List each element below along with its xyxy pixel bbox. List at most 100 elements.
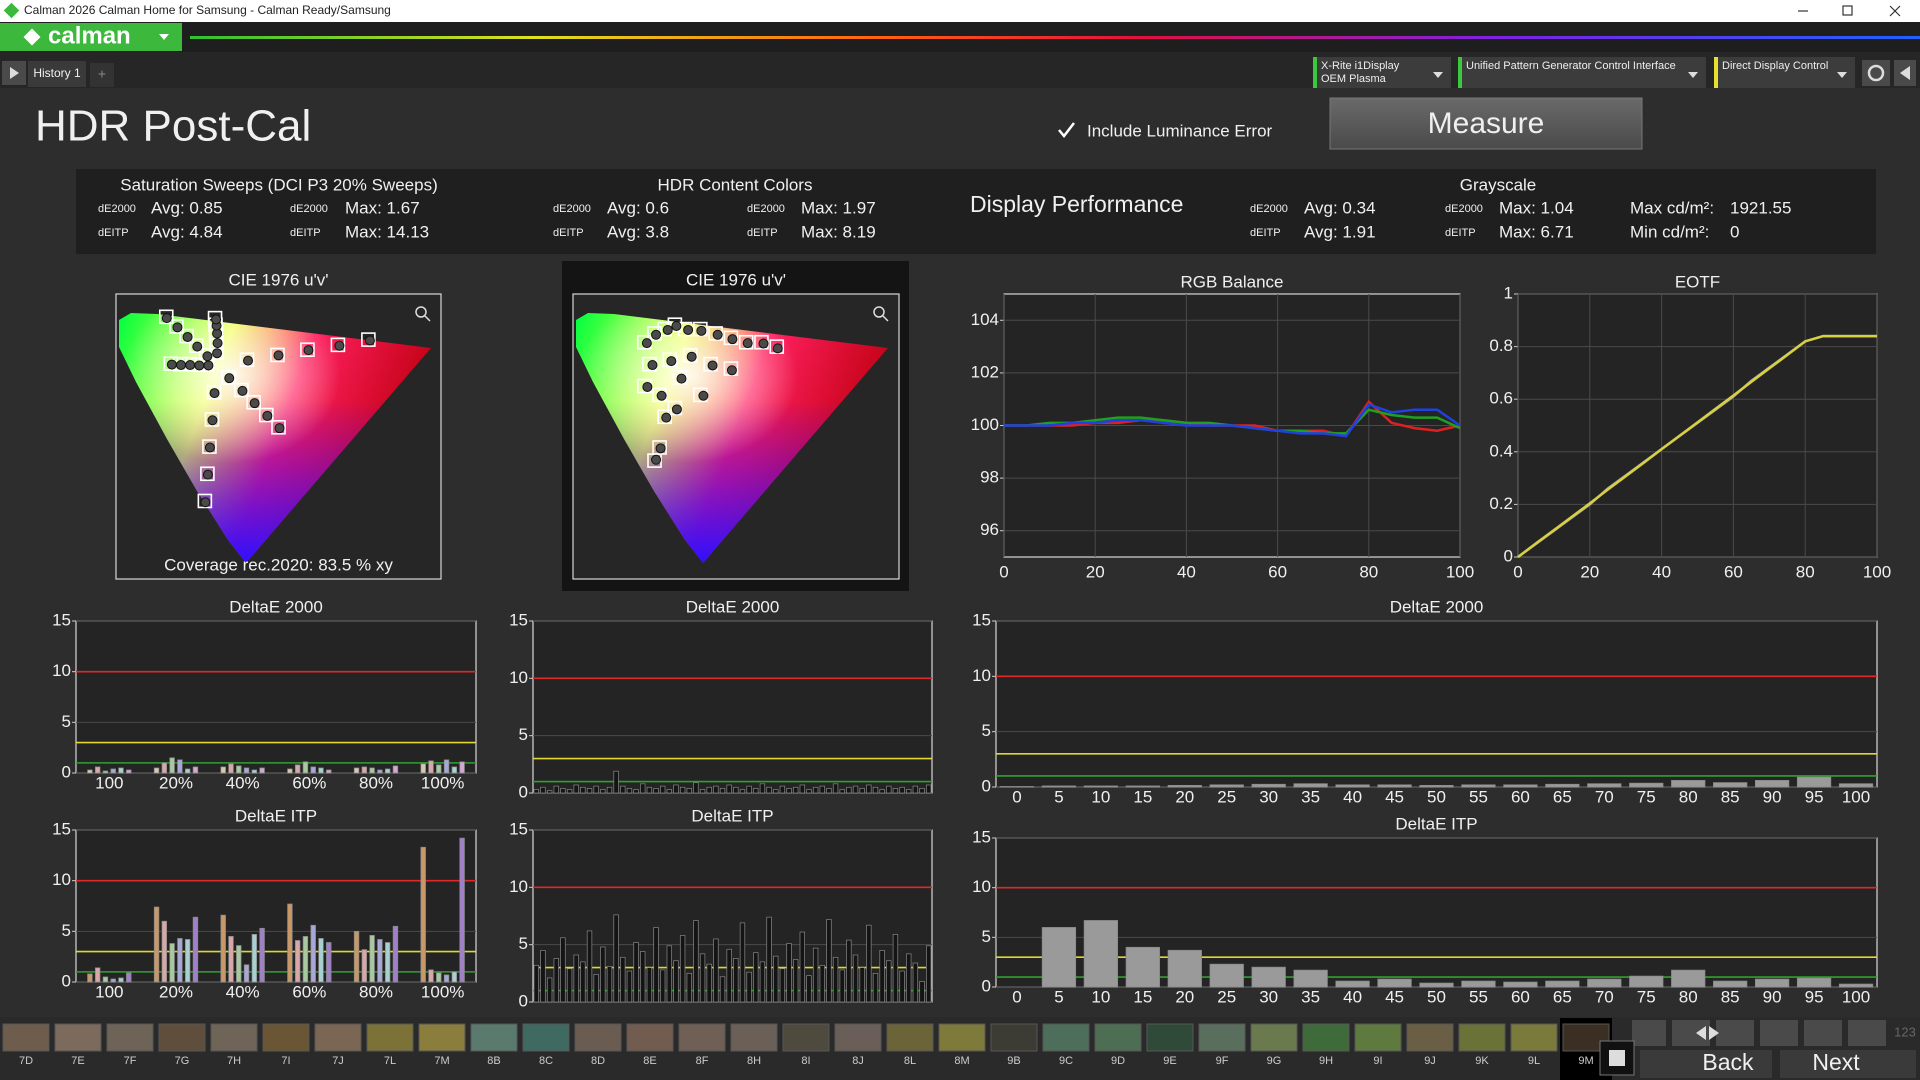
swatch[interactable]	[262, 1023, 310, 1052]
swatch[interactable]	[730, 1023, 778, 1052]
y-tick-label: 15	[972, 827, 991, 846]
next-label[interactable]: Next	[1812, 1049, 1860, 1075]
swatch[interactable]	[782, 1023, 830, 1052]
bar	[906, 953, 912, 1003]
back-label[interactable]: Back	[1702, 1049, 1754, 1075]
metric-label: dE2000	[98, 203, 136, 215]
swatch[interactable]	[1354, 1023, 1402, 1052]
swatch[interactable]	[470, 1023, 518, 1052]
swatch[interactable]	[1094, 1023, 1142, 1052]
device-dropdown	[1433, 72, 1443, 78]
swatch-label: 9K	[1475, 1055, 1489, 1067]
y-tick-label: 10	[972, 666, 991, 685]
measure-button-label[interactable]: Measure	[1428, 107, 1545, 140]
window-controls[interactable]	[1798, 5, 1901, 17]
swatch[interactable]	[990, 1023, 1038, 1052]
x-tick-label: 85	[1721, 987, 1740, 1006]
x-tick-label: 65	[1553, 787, 1572, 806]
add-tab[interactable]	[90, 63, 114, 87]
swatch[interactable]	[418, 1023, 466, 1052]
x-tick-label: 15	[1133, 787, 1152, 806]
swatch[interactable]	[574, 1023, 622, 1052]
swatch[interactable]	[1406, 1023, 1454, 1052]
device-selector[interactable]	[1714, 57, 1855, 88]
swatch[interactable]	[886, 1023, 934, 1052]
swatch[interactable]	[1042, 1023, 1090, 1052]
bar	[746, 971, 752, 1003]
device-label: Unified Pattern Generator Control Interf…	[1466, 60, 1676, 72]
swatch[interactable]	[678, 1023, 726, 1052]
swatch[interactable]	[1458, 1023, 1506, 1052]
next-button[interactable]	[1780, 1050, 1916, 1078]
bar	[259, 767, 265, 774]
bar	[792, 959, 799, 1003]
bar	[686, 972, 692, 1003]
swatch[interactable]	[834, 1023, 882, 1052]
target-marker	[246, 394, 261, 410]
bar	[600, 946, 606, 1003]
swatch[interactable]	[158, 1023, 206, 1052]
swatch[interactable]	[1198, 1023, 1246, 1052]
swatch[interactable]	[2, 1023, 50, 1052]
summary-panel	[76, 169, 1876, 254]
bar	[353, 930, 360, 983]
bar	[779, 968, 786, 1003]
bar	[553, 958, 559, 1003]
bar	[428, 760, 434, 774]
x-tick-label: 100	[1842, 987, 1870, 1006]
swatch[interactable]	[106, 1023, 154, 1052]
back-button[interactable]	[1640, 1050, 1772, 1078]
measured-marker	[772, 343, 783, 354]
bar	[459, 761, 465, 774]
swatch-label: 8M	[954, 1055, 969, 1067]
bar	[726, 948, 732, 1003]
y-tick-label: 0	[982, 976, 991, 995]
chart-title: DeltaE 2000	[229, 597, 323, 616]
swatch[interactable]	[314, 1023, 362, 1052]
x-tick-label: 0	[1012, 987, 1021, 1006]
x-tick-label: 80%	[359, 773, 393, 792]
history-tab[interactable]	[28, 61, 86, 87]
checkbox-label[interactable]: Include Luminance Error	[1087, 121, 1273, 140]
device-selector[interactable]	[1458, 57, 1706, 88]
swatch[interactable]	[626, 1023, 674, 1052]
swatch[interactable]	[1510, 1023, 1558, 1052]
measured-marker	[224, 373, 235, 384]
transport-controls[interactable]	[1599, 1020, 1886, 1076]
bar	[377, 769, 383, 774]
x-tick-label: 20%	[159, 773, 193, 792]
bar	[925, 945, 932, 1003]
x-tick-label: 100	[1863, 562, 1891, 581]
x-tick-label: 75	[1637, 987, 1656, 1006]
swatch[interactable]	[210, 1023, 258, 1052]
swatch[interactable]	[1302, 1023, 1350, 1052]
measure-button[interactable]	[1329, 97, 1643, 150]
bar	[1838, 983, 1874, 988]
bar	[126, 769, 132, 774]
zoom-icon[interactable]	[873, 306, 885, 318]
swatch[interactable]	[522, 1023, 570, 1052]
swatch-label: 9C	[1059, 1055, 1073, 1067]
bar	[600, 789, 606, 794]
zoom-icon[interactable]	[415, 306, 427, 318]
swatch[interactable]	[366, 1023, 414, 1052]
checkbox[interactable]	[1058, 122, 1075, 138]
measured-marker	[212, 338, 223, 349]
swatch-label: 8C	[539, 1055, 553, 1067]
toolbar-icons[interactable]	[1862, 60, 1916, 86]
bar	[693, 782, 699, 794]
x-tick-label: 55	[1469, 787, 1488, 806]
bar	[184, 768, 191, 774]
swatch[interactable]	[938, 1023, 986, 1052]
swatch[interactable]	[1146, 1023, 1194, 1052]
swatch-label: 9L	[1528, 1055, 1540, 1067]
bar	[540, 786, 546, 794]
bar	[919, 788, 925, 794]
swatch-label: 8B	[487, 1055, 500, 1067]
swatch[interactable]	[54, 1023, 102, 1052]
measured-marker	[661, 412, 672, 423]
swatch[interactable]	[1250, 1023, 1298, 1052]
device-selector[interactable]	[1313, 57, 1451, 88]
measured-marker	[686, 351, 697, 362]
bar	[436, 972, 442, 983]
